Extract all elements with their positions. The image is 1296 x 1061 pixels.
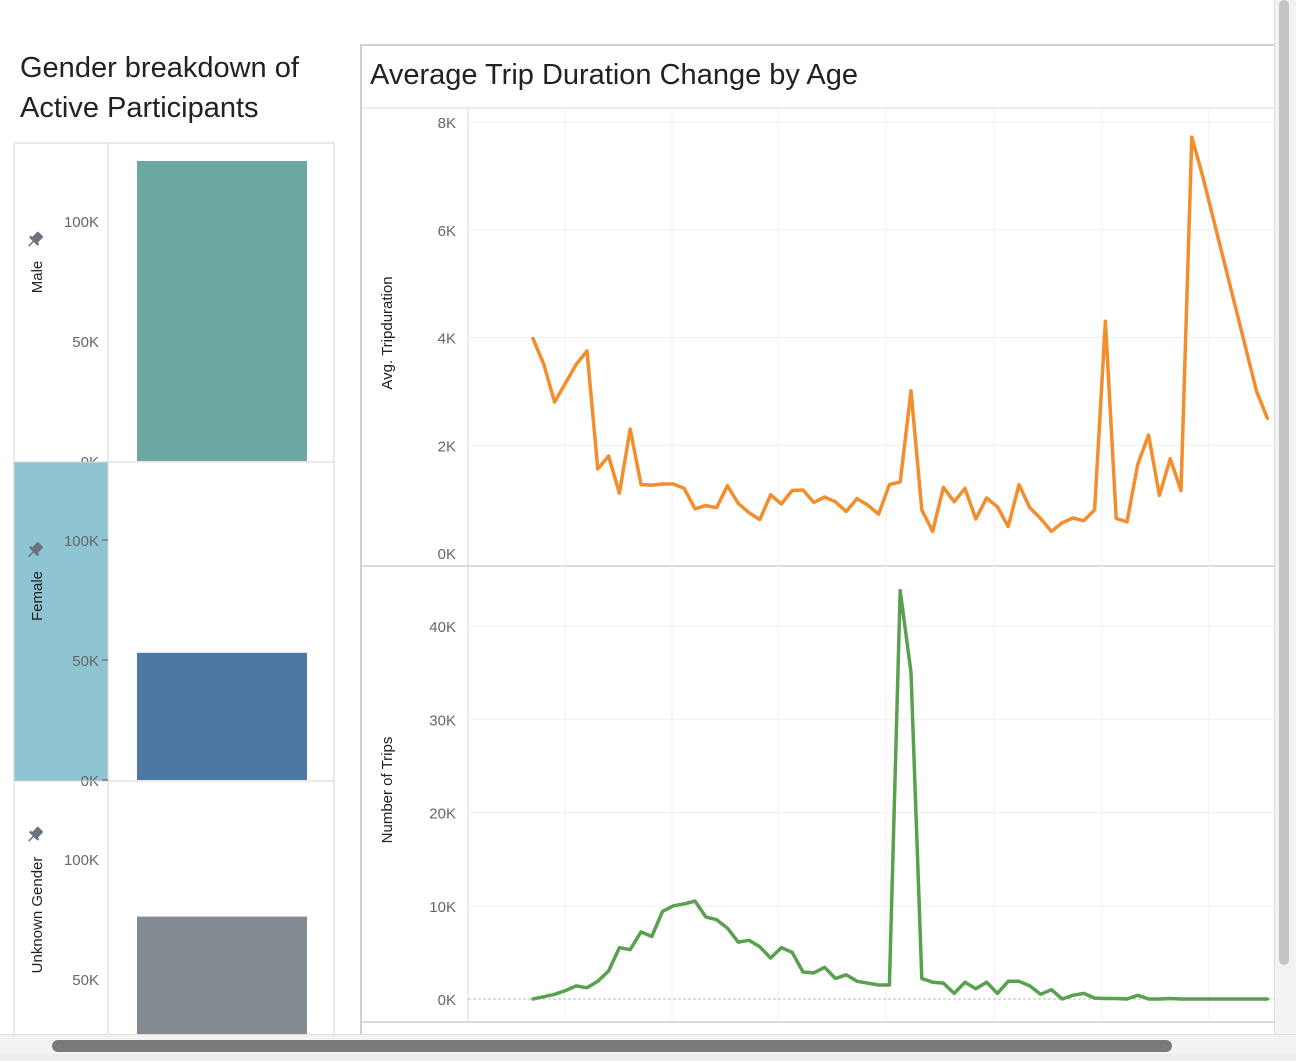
pushpin-icon xyxy=(28,231,44,247)
y-axis-title: Number of Trips xyxy=(379,737,396,844)
y-tick-label: 20K xyxy=(429,806,456,823)
horizontal-scrollbar-thumb[interactable] xyxy=(52,1040,1172,1052)
y-tick-label: 100K xyxy=(64,214,99,231)
bar-male xyxy=(137,161,307,461)
y-tick-label: 2K xyxy=(438,438,456,455)
row-header-label: Unknown Gender xyxy=(29,857,46,974)
bar-female xyxy=(137,652,307,780)
sheet-tab-strip xyxy=(0,1054,1296,1060)
y-tick-label: 4K xyxy=(438,331,456,348)
y-tick-label: 40K xyxy=(429,619,456,636)
y-tick-label: 100K xyxy=(64,852,99,869)
y-axis-title: Avg. Tripduration xyxy=(379,276,396,389)
gender-chart-title: Gender breakdown of Active Participants xyxy=(20,52,299,124)
row-header-label: Male xyxy=(29,261,46,294)
pin-needle xyxy=(28,551,35,558)
pin-needle xyxy=(28,835,35,842)
vertical-scrollbar-thumb[interactable] xyxy=(1279,0,1289,965)
age-line-charts: 0K 2K 4K 6K 8K Avg. Tripduration 0K 10K 20K 30K 40… xyxy=(362,107,1274,1023)
number-of-trips-line xyxy=(531,588,1270,1001)
pin-collar xyxy=(28,830,40,841)
pin-collar xyxy=(28,545,40,557)
y-tick-label: 8K xyxy=(438,115,456,132)
y-tick-label: 10K xyxy=(429,899,456,916)
y-tick-label: 50K xyxy=(72,972,99,989)
trip-chart-frame xyxy=(360,44,1274,1044)
pushpin-icon xyxy=(28,826,44,842)
avg-tripduration-line xyxy=(531,135,1270,534)
y-tick-label: 6K xyxy=(438,223,456,240)
y-tick-label: 0K xyxy=(438,546,456,563)
y-tick-label: 50K xyxy=(72,653,99,670)
pin-needle xyxy=(28,240,35,247)
row-header-label: Female xyxy=(29,571,46,621)
y-tick-label: 100K xyxy=(64,533,99,550)
y-tick-label: 50K xyxy=(72,334,99,351)
pushpin-icon xyxy=(28,542,44,558)
selected-row-header-band xyxy=(14,462,108,781)
y-tick-label: 0K xyxy=(438,992,456,1009)
trip-chart-title: Average Trip Duration Change by Age xyxy=(370,59,858,91)
pin-collar xyxy=(28,235,40,246)
gender-bar-chart: 0K50K100KMale0K50K100KFemale50K100KUnkno… xyxy=(13,142,335,1040)
bar-unknown-gender xyxy=(137,916,307,1040)
y-tick-label: 30K xyxy=(429,712,456,729)
